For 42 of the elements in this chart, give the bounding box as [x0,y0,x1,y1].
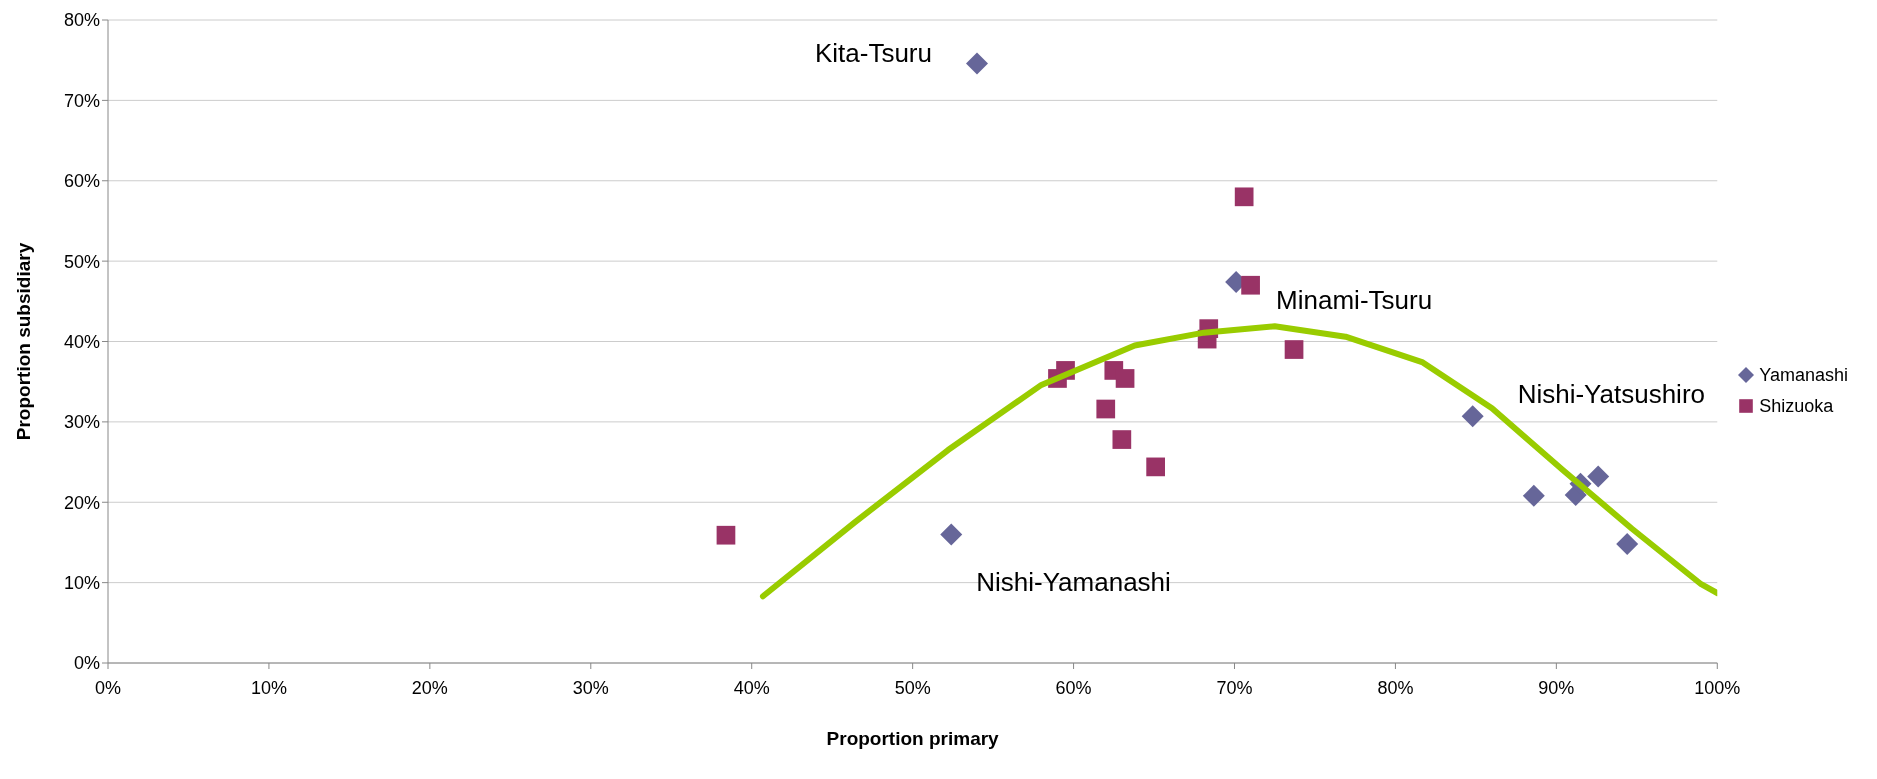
point [1115,369,1135,388]
legend-label: Shizuoka [1759,395,1834,417]
x-tick-label: 50% [894,677,931,698]
y-tick-label: 40% [63,331,100,352]
x-tick-label: 70% [1216,677,1253,698]
annotation: Minami-Tsuru [1276,284,1433,315]
point [1284,340,1304,359]
point [1234,187,1254,207]
point [1461,405,1484,428]
y-tick-label: 0% [73,653,100,674]
point [1522,484,1545,507]
y-tick-label: 60% [63,171,100,192]
annotation: Nishi-Yamanashi [976,567,1171,598]
point [1112,430,1132,449]
x-tick-label: 90% [1538,677,1575,698]
y-tick-label: 70% [63,90,100,111]
point [1616,533,1639,556]
y-tick-label: 30% [63,412,100,433]
x-axis-title: Proportion primary [826,728,1000,749]
x-tick-label: 20% [411,677,448,698]
point [966,52,989,75]
point [1587,465,1610,488]
annotation: Kita-Tsuru [814,38,933,69]
x-tick-label: 60% [1055,677,1092,698]
point [1146,457,1165,477]
x-tick-label: 0% [94,677,122,698]
x-tick-label: 10% [250,677,287,698]
point [940,523,963,546]
x-tick-label: 100% [1694,677,1741,698]
y-tick-label: 80% [63,10,100,31]
point [716,525,736,545]
annotation: Nishi-Yatsushiro [1517,379,1706,410]
legend-label: Yamanashi [1759,364,1848,386]
x-tick-label: 40% [733,677,770,698]
point [1096,399,1116,419]
x-tick-label: 80% [1377,677,1414,698]
y-tick-label: 50% [63,251,100,272]
point [1241,275,1260,295]
y-tick-label: 10% [63,573,100,594]
y-axis-title: Proportion subsidiary [12,242,34,441]
y-tick-label: 20% [63,492,100,513]
x-tick-label: 30% [572,677,609,698]
